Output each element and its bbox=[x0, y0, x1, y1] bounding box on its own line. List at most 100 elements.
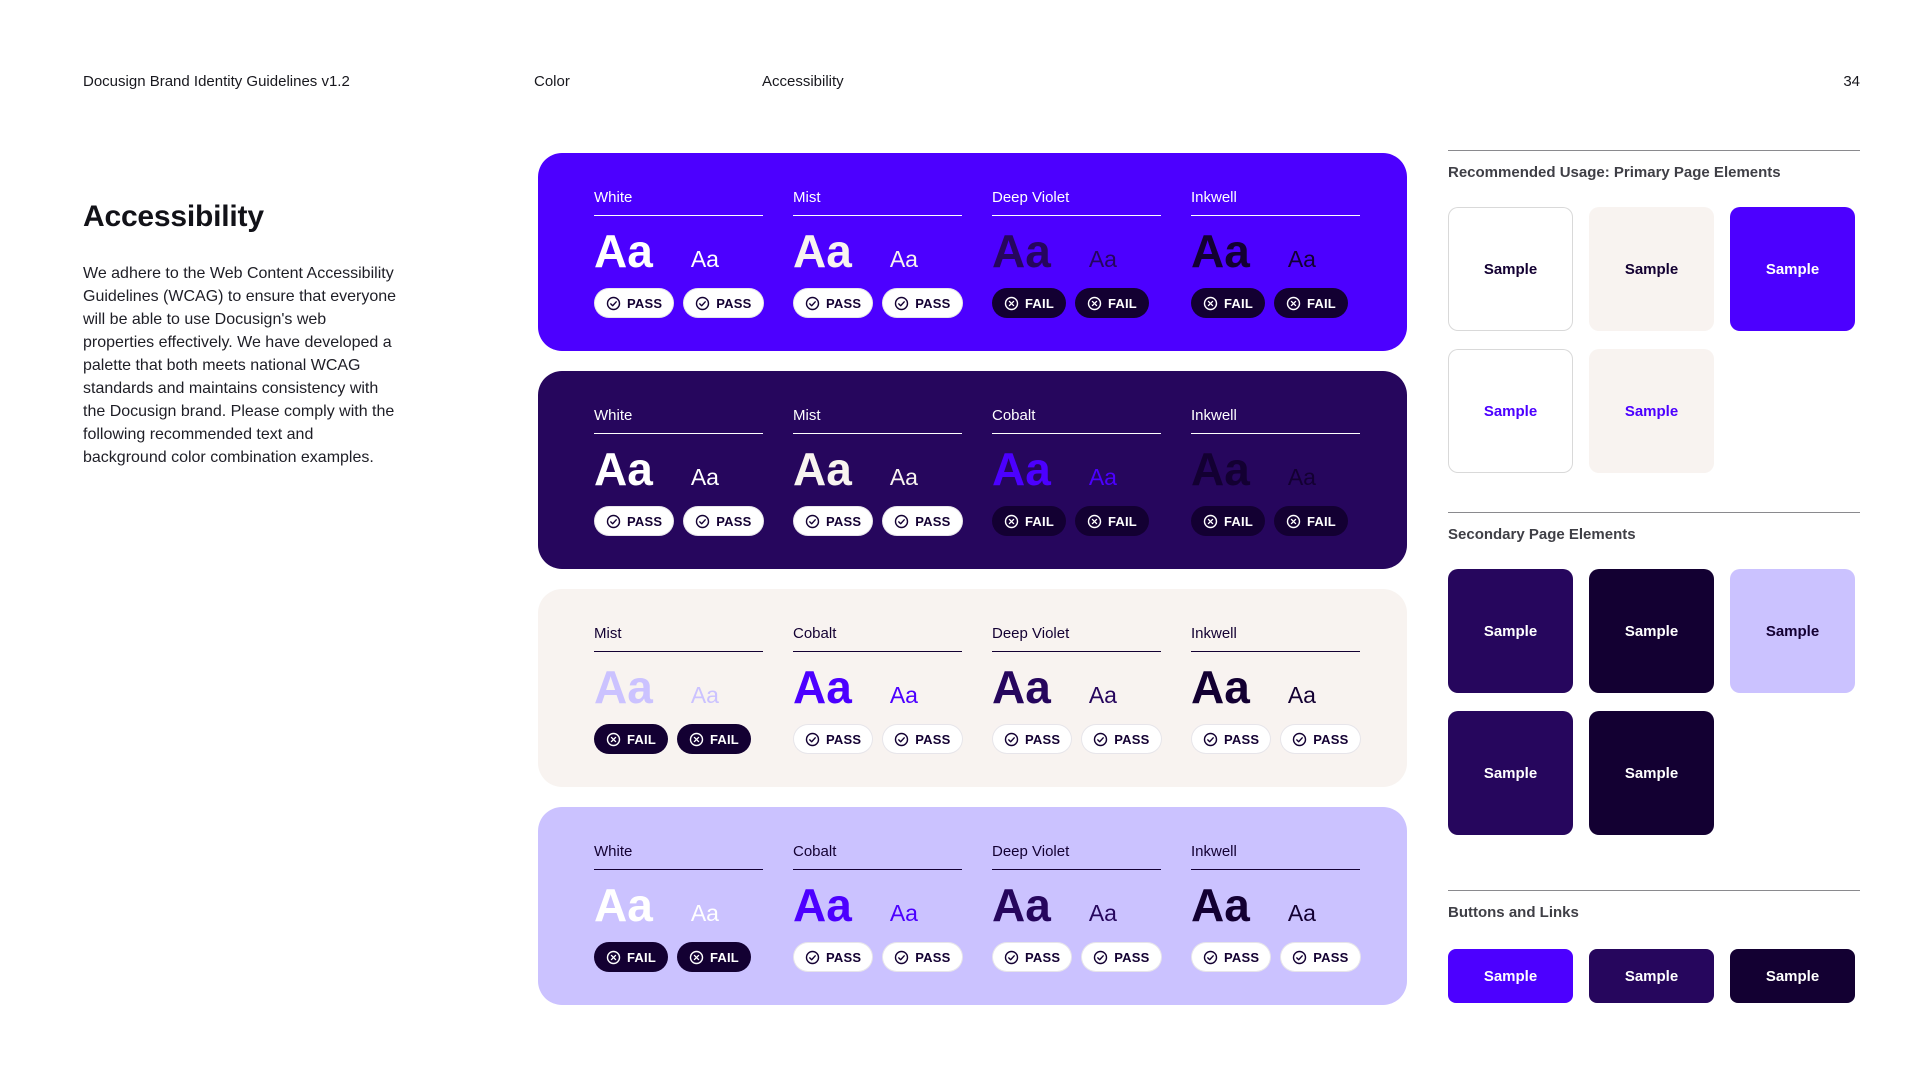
badge-row: FAIL FAIL bbox=[1191, 506, 1360, 536]
badge-row: FAIL FAIL bbox=[992, 288, 1161, 318]
badge-label: PASS bbox=[716, 513, 752, 529]
button-swatches: Sample Sample Sample bbox=[1448, 949, 1860, 1003]
sample-glyph-row: Aa Aa bbox=[992, 882, 1161, 932]
column-label: Cobalt bbox=[793, 625, 962, 652]
pass-badge: PASS bbox=[793, 288, 874, 318]
pass-icon bbox=[895, 296, 909, 310]
column-label: Mist bbox=[793, 407, 962, 434]
pass-icon bbox=[1004, 950, 1019, 964]
sample-label: Sample bbox=[1624, 967, 1679, 985]
badge-label: PASS bbox=[1313, 949, 1349, 965]
badge-label: FAIL bbox=[1025, 513, 1054, 529]
column-label: Deep Violet bbox=[992, 625, 1161, 652]
primary-sample-white: Sample bbox=[1448, 207, 1573, 331]
contrast-column-cobalt: Cobalt Aa Aa PASS PASS bbox=[793, 625, 963, 787]
fail-badge: FAIL bbox=[594, 942, 668, 972]
column-label: Cobalt bbox=[992, 407, 1161, 434]
badge-label: FAIL bbox=[1306, 295, 1336, 311]
badge-row: PASS PASS bbox=[594, 506, 764, 536]
sample-glyph-large: Aa bbox=[793, 443, 852, 495]
column-label: Deep Violet bbox=[992, 189, 1161, 216]
badge-label: FAIL bbox=[1306, 513, 1336, 529]
contrast-column-inkwell: Inkwell Aa Aa PASS PASS bbox=[1191, 625, 1361, 787]
badge-label: PASS bbox=[716, 295, 752, 311]
fail-badge: FAIL bbox=[1273, 288, 1348, 318]
divider bbox=[1448, 890, 1860, 891]
fail-badge: FAIL bbox=[594, 724, 668, 754]
pass-badge: PASS bbox=[882, 506, 963, 536]
column-label: Deep Violet bbox=[992, 843, 1161, 870]
column-label: Inkwell bbox=[1191, 625, 1360, 652]
sample-glyph-large: Aa bbox=[594, 443, 653, 495]
column-label: Inkwell bbox=[1191, 843, 1360, 870]
primary-swatches: Sample Sample Sample Sample Sample bbox=[1448, 207, 1860, 473]
pass-icon bbox=[696, 296, 710, 310]
badge-label: PASS bbox=[1114, 731, 1150, 747]
fail-icon bbox=[689, 950, 704, 964]
badge-label: PASS bbox=[826, 295, 862, 311]
fail-icon bbox=[1203, 514, 1218, 528]
pass-icon bbox=[1293, 732, 1307, 746]
contrast-card-lavender: White Aa Aa FAIL FAIL Cobalt Aa Aa PASS PASS Deep … bbox=[538, 807, 1407, 1005]
contrast-column-deep_violet: Deep Violet Aa Aa FAIL FAIL bbox=[992, 189, 1161, 351]
pass-badge: PASS bbox=[683, 288, 764, 318]
page-title: Accessibility bbox=[83, 200, 264, 233]
sample-label: Sample bbox=[1624, 764, 1679, 782]
intro-section: Accessibility We adhere to the Web Conte… bbox=[83, 200, 401, 469]
sample-glyph-small: Aa bbox=[889, 246, 918, 272]
sample-label: Sample bbox=[1765, 967, 1820, 985]
secondary-sample-deep_violet: Sample bbox=[1448, 711, 1573, 835]
fail-icon bbox=[689, 732, 704, 746]
document-title: Docusign Brand Identity Guidelines v1.2 bbox=[83, 73, 350, 90]
sample-glyph-small: Aa bbox=[1287, 246, 1316, 272]
sample-glyph-large: Aa bbox=[1191, 443, 1250, 495]
fail-badge: FAIL bbox=[1191, 288, 1265, 318]
badge-row: FAIL FAIL bbox=[594, 942, 763, 972]
sample-glyph-row: Aa Aa bbox=[793, 882, 962, 932]
sample-glyph-small: Aa bbox=[1088, 464, 1117, 490]
pass-badge: PASS bbox=[1280, 724, 1361, 754]
secondary-swatches: Sample Sample Sample Sample Sample bbox=[1448, 569, 1860, 835]
badge-label: PASS bbox=[627, 513, 663, 529]
sample-glyph-large: Aa bbox=[1191, 661, 1250, 713]
badge-row: PASS PASS bbox=[992, 724, 1162, 754]
sample-glyph-small: Aa bbox=[690, 682, 719, 708]
contrast-column-lavender: Mist Aa Aa FAIL FAIL bbox=[594, 625, 763, 787]
fail-badge: FAIL bbox=[1074, 506, 1149, 536]
badge-label: PASS bbox=[826, 949, 862, 965]
contrast-card-cobalt: White Aa Aa PASS PASS Mist Aa Aa PASS PASS Deep Vi… bbox=[538, 153, 1407, 351]
sample-glyph-small: Aa bbox=[1287, 682, 1316, 708]
pass-icon bbox=[895, 732, 909, 746]
pass-icon bbox=[1203, 950, 1218, 964]
pass-badge: PASS bbox=[992, 942, 1073, 972]
badge-label: FAIL bbox=[627, 949, 656, 965]
badge-row: FAIL FAIL bbox=[1191, 288, 1360, 318]
column-label: Inkwell bbox=[1191, 189, 1360, 216]
pass-icon bbox=[1293, 950, 1307, 964]
pass-icon bbox=[1004, 732, 1019, 746]
fail-badge: FAIL bbox=[1273, 506, 1348, 536]
pass-icon bbox=[1094, 950, 1108, 964]
sample-label: Sample bbox=[1765, 622, 1820, 640]
pass-icon bbox=[696, 514, 710, 528]
sample-label: Sample bbox=[1624, 622, 1679, 640]
pass-icon bbox=[606, 296, 621, 310]
contrast-column-white: White Aa Aa PASS PASS bbox=[594, 189, 764, 351]
sample-label: Sample bbox=[1624, 402, 1679, 420]
pass-badge: PASS bbox=[882, 942, 963, 972]
pass-badge: PASS bbox=[683, 506, 764, 536]
pass-icon bbox=[606, 514, 621, 528]
secondary-usage-title: Secondary Page Elements bbox=[1448, 526, 1636, 543]
contrast-column-white: White Aa Aa PASS PASS bbox=[594, 407, 764, 569]
contrast-column-mist: Mist Aa Aa PASS PASS bbox=[793, 407, 963, 569]
pass-icon bbox=[805, 950, 820, 964]
contrast-column-inkwell: Inkwell Aa Aa FAIL FAIL bbox=[1191, 407, 1360, 569]
secondary-sample-inkwell: Sample bbox=[1589, 569, 1714, 693]
sample-glyph-large: Aa bbox=[793, 225, 852, 277]
usage-panel: Recommended Usage: Primary Page Elements… bbox=[1448, 150, 1860, 1003]
badge-row: PASS PASS bbox=[992, 942, 1162, 972]
sample-glyph-small: Aa bbox=[889, 464, 918, 490]
sample-glyph-large: Aa bbox=[793, 879, 852, 931]
badge-row: PASS PASS bbox=[793, 724, 963, 754]
pass-badge: PASS bbox=[793, 942, 874, 972]
